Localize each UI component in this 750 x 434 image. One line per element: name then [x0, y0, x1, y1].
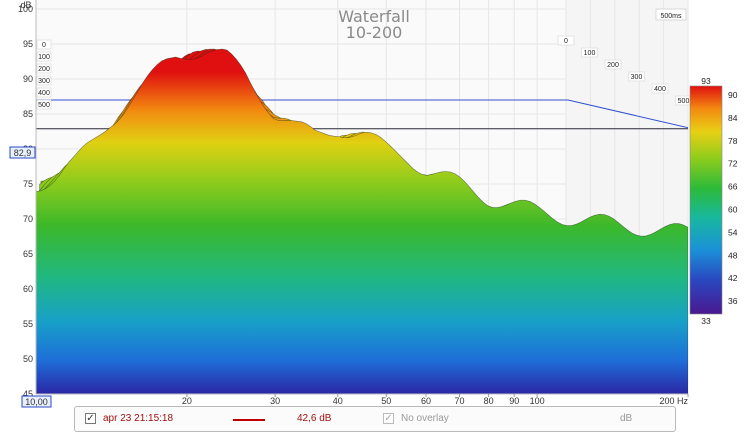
y-tick-label: 60	[23, 284, 33, 294]
colorbar-tick-label: 72	[728, 159, 738, 169]
time-tick-box-front	[36, 39, 52, 50]
colorbar-tick-label: 66	[728, 182, 738, 192]
time-tick-label-front: 300	[38, 78, 50, 85]
time-tick-box-back	[557, 35, 575, 46]
colorbar-tick-label: 36	[728, 296, 738, 306]
time-tick-label-back: 400	[654, 86, 666, 93]
x-tick-label: 50	[381, 396, 391, 406]
x-tick-label: 20	[182, 396, 192, 406]
x-start-box[interactable]	[21, 395, 52, 408]
x-start-label: 10,00	[25, 397, 48, 407]
colorbar-tick-label: 48	[728, 250, 738, 260]
time-tick-box-back	[628, 71, 645, 82]
time-tick-label-back: 300	[631, 74, 643, 81]
measurement-label: apr 23 21:15:18	[103, 413, 174, 424]
time-tick-label-front: 500	[38, 102, 50, 109]
color-scale-bar	[689, 85, 723, 315]
x-tick-label: 40	[333, 396, 343, 406]
x-tick-label: 200 Hz	[659, 396, 688, 406]
y-tick-label: 75	[23, 179, 33, 189]
y-tick-label: 50	[23, 354, 33, 364]
x-tick-label: 30	[270, 396, 280, 406]
time-tick-box-front	[36, 75, 52, 86]
x-tick-label: 70	[455, 396, 465, 406]
time-ticks: 0 100 200 300 400 500 0 100 200 300 400 500	[36, 35, 692, 110]
time-tick-box-front	[36, 51, 52, 62]
time-tick-box-front	[36, 99, 52, 110]
waterfall-slice	[36, 48, 688, 394]
time-window-box	[655, 8, 687, 21]
legend-bar: ✓ apr 23 21:15:18 42,6 dB ✓ No overlay d…	[74, 406, 676, 432]
colorbar-max-label: 93	[701, 76, 711, 86]
time-tick-box-back	[604, 59, 622, 70]
colorbar-tick-label: 60	[728, 205, 738, 215]
time-tick-box-front	[36, 87, 52, 98]
colorbar-tick-label: 84	[728, 113, 738, 123]
x-tick-label: 100	[530, 396, 545, 406]
reference-level-label: 82,9	[14, 148, 32, 158]
time-tick-label-back: 0	[564, 38, 568, 45]
time-tick-label-front: 0	[42, 42, 46, 49]
time-tick-label-back: 200	[607, 62, 619, 69]
colorbar-tick-label: 90	[728, 90, 738, 100]
y-unit-label: dB	[20, 0, 31, 10]
x-tick-label: 80	[484, 396, 494, 406]
y-tick-label: 95	[23, 39, 33, 49]
time-tick-box-front	[36, 63, 52, 74]
reference-level-box[interactable]	[9, 146, 36, 159]
colorbar-ticks: 90 84 78 72 66 60 54 48 42 36	[728, 90, 738, 306]
x-tick-label: 90	[509, 396, 519, 406]
time-tick-label-front: 100	[38, 54, 50, 61]
legend-unit-label: dB	[620, 413, 633, 424]
time-tick-label-front: 200	[38, 66, 50, 73]
time-tick-label-back: 500	[678, 98, 690, 105]
colorbar-min-label: 33	[701, 316, 711, 326]
measurement-checkbox[interactable]: ✓	[85, 413, 96, 424]
time-window-label: 500ms	[660, 13, 682, 20]
colorbar-tick-label: 54	[728, 227, 738, 237]
y-tick-label: 65	[23, 249, 33, 259]
x-tick-label: 60	[421, 396, 431, 406]
colorbar-tick-label: 78	[728, 136, 738, 146]
y-tick-label: 45	[23, 389, 33, 399]
y-tick-label: 85	[23, 109, 33, 119]
waterfall-surface	[36, 48, 688, 394]
y-tick-label: 100	[18, 4, 33, 14]
time-tick-box-back	[581, 47, 598, 58]
y-tick-label: 55	[23, 319, 33, 329]
measurement-level: 42,6 dB	[297, 413, 332, 424]
y-tick-label: 70	[23, 214, 33, 224]
y-ticks: 1009590858075706560555045	[18, 4, 33, 399]
time-tick-label-front: 400	[38, 90, 50, 97]
overlay-checkbox[interactable]: ✓	[383, 413, 394, 424]
chart-subtitle: 10-200	[346, 23, 403, 42]
colorbar-tick-label: 42	[728, 273, 738, 283]
measurement-line-swatch	[233, 419, 265, 421]
overlay-label: No overlay	[401, 413, 449, 424]
y-tick-label: 90	[23, 74, 33, 84]
time-tick-box-back	[651, 83, 669, 94]
x-ticks: 20 30 40 50 60 70 80 90 100 200 Hz	[182, 394, 689, 406]
time-tick-label-back: 100	[584, 50, 596, 57]
chart-title: Waterfall	[338, 7, 410, 26]
